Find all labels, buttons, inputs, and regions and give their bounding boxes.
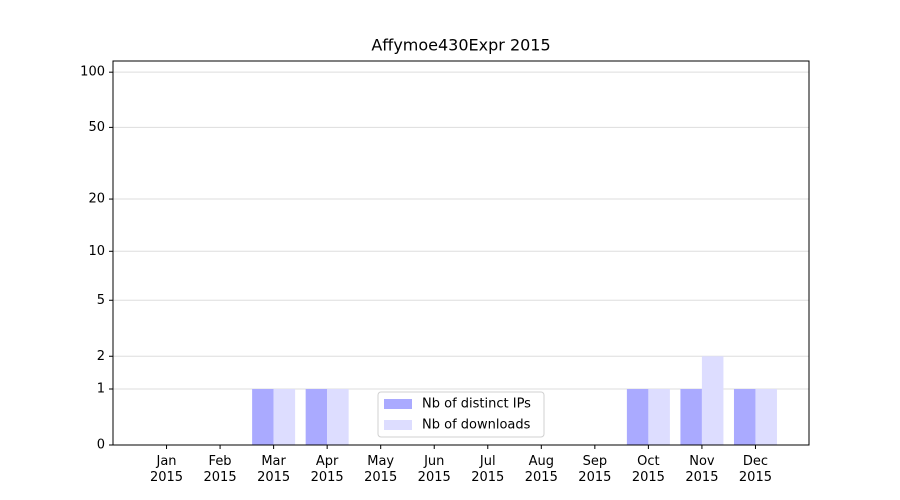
- x-tick-month: Apr: [316, 454, 339, 469]
- x-tick-month: Aug: [529, 454, 554, 469]
- x-tick-month: Mar: [261, 454, 286, 469]
- x-tick-year: 2015: [632, 470, 665, 485]
- x-tick-month: May: [367, 454, 394, 469]
- legend-swatch: [384, 420, 412, 430]
- legend-label: Nb of downloads: [422, 418, 531, 433]
- x-tick-year: 2015: [471, 470, 504, 485]
- y-tick-label: 100: [80, 65, 105, 80]
- bar: [733, 389, 756, 445]
- x-tick-label: Apr 2015: [311, 454, 344, 485]
- x-tick-year: 2015: [311, 470, 344, 485]
- bar: [626, 389, 649, 445]
- x-tick-month: Oct: [637, 454, 659, 469]
- bar: [755, 389, 777, 445]
- x-tick-month: Jan: [156, 454, 177, 469]
- x-tick-month: Nov: [689, 454, 715, 469]
- bar: [680, 389, 702, 445]
- y-tick-label: 0: [97, 438, 105, 453]
- x-tick-label: Aug 2015: [525, 454, 558, 485]
- bar: [273, 389, 296, 445]
- x-tick-year: 2015: [418, 470, 451, 485]
- x-tick-label: Oct 2015: [632, 454, 665, 485]
- x-tick-month: Sep: [583, 454, 608, 469]
- x-tick-year: 2015: [204, 470, 237, 485]
- legend-box: [377, 391, 545, 438]
- x-tick-label: Mar 2015: [257, 454, 290, 485]
- x-tick-label: Jan 2015: [150, 454, 183, 485]
- x-tick-label: Feb 2015: [204, 454, 237, 485]
- x-tick-year: 2015: [525, 470, 558, 485]
- y-tick-label: 50: [88, 120, 105, 135]
- x-tick-label: Dec 2015: [739, 454, 772, 485]
- y-tick-label: 5: [97, 293, 105, 308]
- legend-swatch: [384, 399, 412, 409]
- x-tick-year: 2015: [364, 470, 397, 485]
- bar: [648, 389, 670, 445]
- legend: Nb of distinct IPs Nb of downloads: [377, 391, 545, 438]
- bar: [701, 356, 724, 445]
- x-tick-year: 2015: [150, 470, 183, 485]
- x-tick-label: Jun 2015: [418, 454, 451, 485]
- x-tick-month: Feb: [209, 454, 232, 469]
- legend-label: Nb of distinct IPs: [422, 397, 531, 412]
- y-tick-label: 2: [97, 349, 105, 364]
- x-tick-month: Jun: [423, 454, 444, 469]
- x-tick-year: 2015: [739, 470, 772, 485]
- chart-title: Affymoe430Expr 2015: [371, 36, 550, 55]
- x-tick-label: Jul 2015: [471, 454, 504, 485]
- bar: [305, 389, 328, 445]
- x-tick-label: Sep 2015: [578, 454, 611, 485]
- bar: [327, 389, 349, 445]
- x-tick-label: Nov 2015: [685, 454, 718, 485]
- bar: [252, 389, 274, 445]
- x-tick-month: Jul: [479, 454, 496, 469]
- plot-frame: [112, 60, 810, 446]
- y-tick-label: 1: [97, 382, 105, 397]
- y-tick-label: 10: [88, 244, 105, 259]
- y-tick-label: 20: [88, 192, 105, 207]
- x-tick-label: May 2015: [364, 454, 397, 485]
- x-tick-year: 2015: [578, 470, 611, 485]
- x-tick-year: 2015: [257, 470, 290, 485]
- x-tick-month: Dec: [743, 454, 768, 469]
- x-tick-year: 2015: [685, 470, 718, 485]
